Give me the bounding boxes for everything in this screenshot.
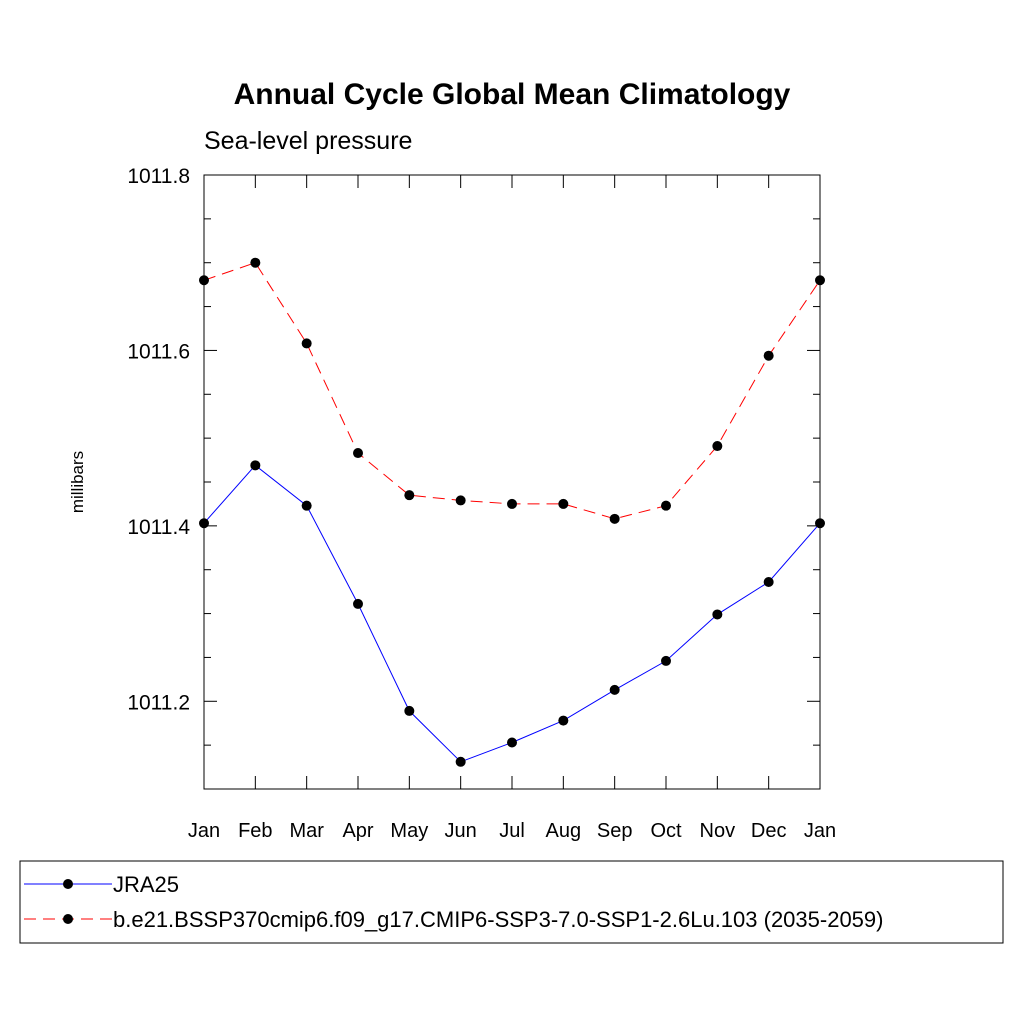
x-tick-label: May <box>390 820 428 842</box>
y-tick-label: 1011.6 <box>127 340 190 363</box>
x-tick-label: Mar <box>289 820 324 842</box>
x-tick-label: Aug <box>546 820 582 842</box>
chart-title: Annual Cycle Global Mean Climatology <box>234 78 791 111</box>
x-tick-label: Jan <box>804 820 836 842</box>
x-tick-label: Oct <box>650 820 682 842</box>
series-0-point <box>661 655 671 666</box>
series-0-point <box>250 460 261 471</box>
series-0-point <box>609 684 620 695</box>
x-tick-label: Nov <box>700 820 736 842</box>
series-1-point <box>199 275 209 286</box>
series-1-point <box>558 498 569 509</box>
series-line-1 <box>203 262 821 520</box>
series-1-point <box>404 490 415 501</box>
legend-label-jra25: JRA25 <box>113 872 179 897</box>
y-axis: 1011.2 1011.4 1011.6 1011.8 <box>127 165 820 790</box>
series-0-point <box>815 518 825 529</box>
x-tick-label: Jan <box>188 820 220 842</box>
series-0-point <box>199 518 209 529</box>
legend-marker-cesm <box>63 914 73 924</box>
series-0-point <box>507 737 517 748</box>
series-1-point <box>661 500 671 511</box>
series-1-point <box>712 441 723 452</box>
series-0-point <box>712 609 723 620</box>
series-0-point <box>558 715 569 726</box>
x-tick-label: Feb <box>238 820 272 842</box>
x-tick-label: Jul <box>499 820 525 842</box>
y-axis-label: millibars <box>68 451 87 513</box>
series-1-point <box>301 338 312 349</box>
series-1-point <box>609 513 620 524</box>
legend-label-cesm: b.e21.BSSP370cmip6.f09_g17.CMIP6-SSP3-7.… <box>113 907 883 932</box>
x-tick-label: Apr <box>342 820 373 842</box>
series-1-point <box>815 275 825 286</box>
x-tick-label: Dec <box>751 820 787 842</box>
legend: JRA25 b.e21.BSSP370cmip6.f09_g17.CMIP6-S… <box>19 860 1004 944</box>
legend-box <box>19 860 1004 944</box>
x-tick-label: Jun <box>445 820 477 842</box>
y-tick-label: 1011.8 <box>127 165 190 188</box>
series-line-0 <box>203 464 821 763</box>
series-0-point <box>404 705 415 716</box>
series-1-point <box>455 495 466 506</box>
series-1-point <box>763 350 774 361</box>
chart-subtitle: Sea-level pressure <box>204 127 412 155</box>
series-layer <box>199 257 825 767</box>
y-tick-label: 1011.2 <box>127 691 190 714</box>
series-0-point <box>353 598 363 609</box>
legend-marker-jra25 <box>63 879 73 889</box>
series-1-point <box>353 448 363 459</box>
series-1-point <box>250 257 261 268</box>
series-0-point <box>763 576 774 587</box>
y-tick-label: 1011.4 <box>127 516 190 539</box>
x-tick-label: Sep <box>597 820 633 842</box>
series-1-point <box>507 498 517 509</box>
series-0-point <box>301 500 312 511</box>
plot-frame <box>203 174 821 790</box>
series-0-point <box>455 756 466 767</box>
x-axis: Jan Feb Mar Apr May Jun Jul Aug Sep Oct Nov Dec Jan <box>188 175 836 842</box>
